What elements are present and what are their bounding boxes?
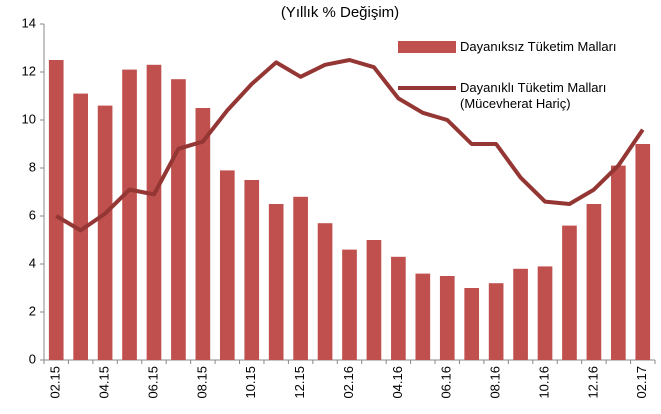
x-tick-label: 10.16 — [536, 366, 551, 399]
x-tick-label: 04.16 — [390, 366, 405, 399]
bar — [146, 64, 162, 361]
bar — [488, 283, 504, 360]
bar — [317, 223, 333, 360]
bar — [97, 105, 113, 360]
y-tick-label: 10 — [22, 111, 36, 126]
y-tick-label: 14 — [22, 15, 36, 30]
bar — [537, 266, 553, 360]
legend-label: Dayanıklı Tüketim Malları (Mücevherat Ha… — [460, 80, 607, 111]
bar — [171, 79, 186, 360]
bar — [48, 60, 64, 360]
x-tick-label: 10.15 — [243, 366, 258, 399]
x-tick-label: 12.15 — [292, 366, 307, 399]
x-tick-label: 12.16 — [585, 366, 600, 399]
bar — [293, 196, 308, 360]
y-tick-label: 12 — [22, 63, 36, 78]
bar — [391, 256, 406, 360]
bar — [195, 108, 211, 360]
x-tick-label: 02.15 — [48, 366, 63, 399]
x-tick-label: 08.16 — [488, 366, 503, 399]
bar — [342, 249, 357, 360]
bar — [439, 276, 455, 360]
x-tick-label: 04.15 — [97, 366, 112, 399]
legend-swatch — [398, 41, 456, 53]
bar — [586, 204, 602, 360]
y-tick-label: 8 — [29, 159, 36, 174]
chart-title: (Yıllık % Değişim) — [281, 4, 399, 21]
bar — [562, 225, 577, 360]
y-tick-label: 4 — [29, 255, 36, 270]
bar — [73, 93, 88, 360]
x-tick-label: 02.16 — [341, 366, 356, 399]
bar — [464, 288, 480, 360]
x-tick-label: 08.15 — [194, 366, 209, 399]
bar — [219, 170, 235, 360]
bar — [611, 165, 626, 360]
y-tick-label: 0 — [29, 351, 36, 366]
bar — [635, 144, 651, 360]
bar — [244, 180, 260, 360]
bar — [366, 240, 382, 360]
x-tick-label: 06.16 — [439, 366, 454, 399]
y-tick-label: 6 — [29, 207, 36, 222]
bar — [415, 273, 431, 360]
bar — [513, 268, 528, 360]
x-tick-label: 06.15 — [145, 366, 160, 399]
line — [55, 58, 645, 233]
legend-label: Dayanıksız Tüketim Malları — [460, 39, 617, 54]
x-tick-label: 02.17 — [634, 366, 649, 399]
bar — [268, 204, 284, 360]
bar — [122, 69, 137, 360]
y-tick-label: 2 — [29, 303, 36, 318]
